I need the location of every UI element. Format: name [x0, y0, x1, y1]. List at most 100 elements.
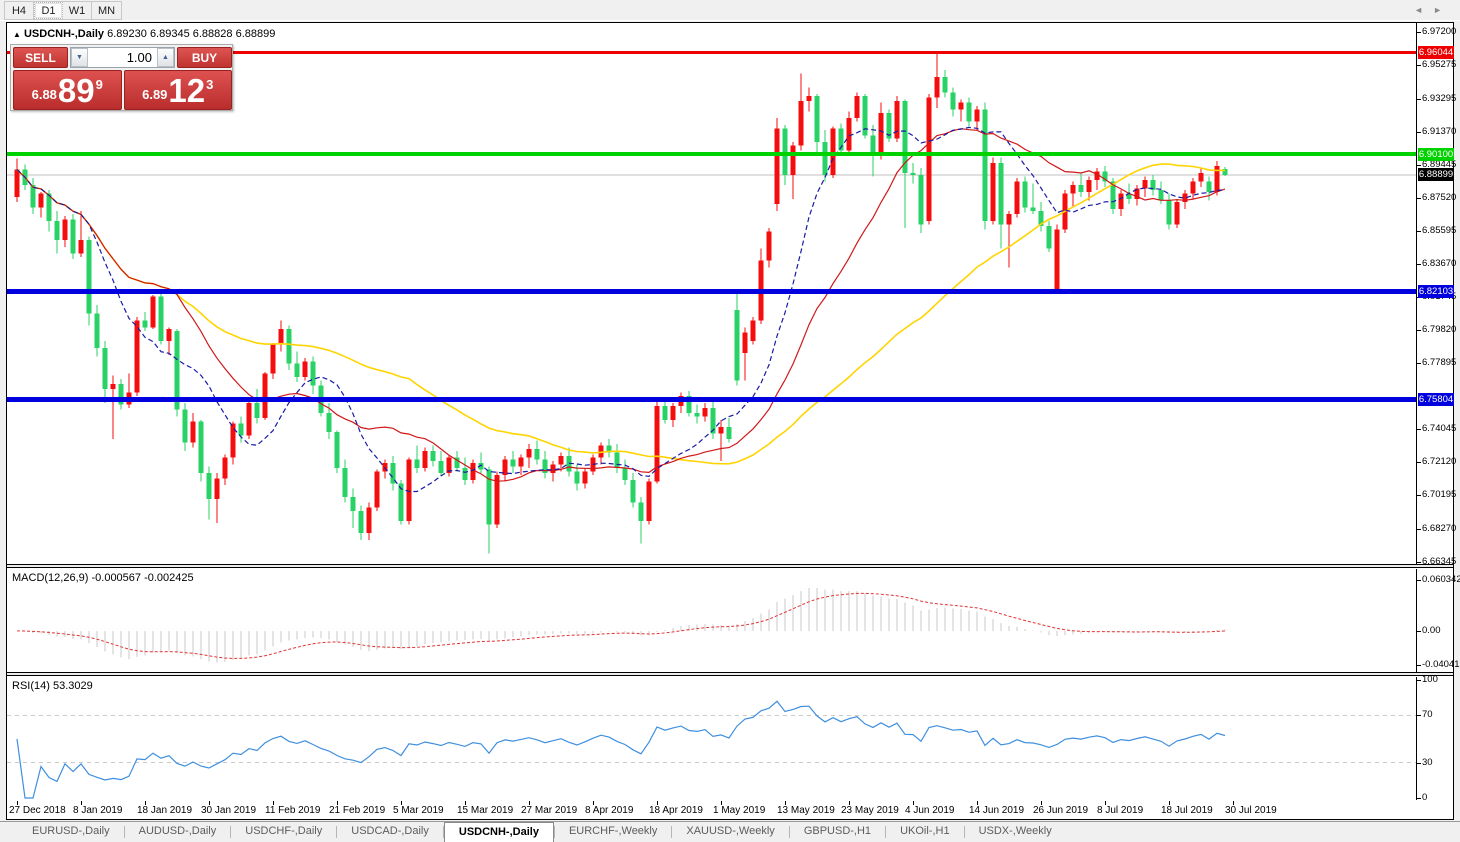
price-tick-label: 6.91370	[1422, 126, 1457, 138]
date-label[interactable]: 8 Jan 2019	[73, 805, 123, 816]
date-tick-mark	[1041, 801, 1042, 805]
date-tick-mark	[145, 801, 146, 805]
chart-tab-ukoil[interactable]: UKOil-,H1	[900, 825, 950, 837]
macd-plot[interactable]	[7, 569, 1416, 672]
tab-separator	[123, 826, 125, 838]
sell-button[interactable]: SELL	[13, 47, 68, 68]
macd-tick-label: -0.040415	[1422, 659, 1460, 671]
date-label[interactable]: 23 May 2019	[841, 805, 899, 816]
buy-price-button[interactable]: 6.89 12 3	[123, 70, 232, 110]
date-tick-mark	[17, 801, 18, 805]
buy-price-sup: 3	[206, 77, 214, 92]
chart-tab-audusd[interactable]: AUDUSD-,Daily	[138, 825, 217, 837]
date-tick-mark	[401, 801, 402, 805]
timeframe-button-d1[interactable]: D1	[34, 2, 63, 19]
date-label[interactable]: 26 Jun 2019	[1033, 805, 1089, 816]
price-plot[interactable]	[7, 23, 1416, 564]
pane-separator[interactable]	[7, 564, 1453, 568]
date-tick-mark	[1169, 801, 1170, 805]
date-tick-mark	[337, 801, 338, 805]
date-label[interactable]: 15 Mar 2019	[457, 805, 514, 816]
volume-increase-icon[interactable]: ▲	[157, 48, 174, 67]
pane-separator[interactable]	[7, 672, 1453, 676]
rsi-tick-mark	[1417, 680, 1421, 681]
date-label[interactable]: 13 May 2019	[777, 805, 835, 816]
date-tick-mark	[721, 801, 722, 805]
date-label[interactable]: 21 Feb 2019	[329, 805, 386, 816]
level-price-tag: 6.90100	[1418, 147, 1454, 161]
buy-button[interactable]: BUY	[177, 47, 232, 68]
rsi-value: 53.3029	[52, 680, 93, 692]
price-tick-label: 6.68270	[1422, 522, 1457, 534]
price-tick-label: 6.66345	[1422, 555, 1457, 567]
price-tick-label: 6.77895	[1422, 357, 1457, 369]
timeframe-button-group: H4 D1 W1 MN	[4, 1, 122, 20]
macd-pane[interactable]: 0.060342 0.00 -0.040415 MACD(12,26,9) -0.0…	[7, 569, 1460, 672]
panel-collapse-icon[interactable]: ▲	[13, 30, 21, 39]
date-label[interactable]: 14 Jun 2019	[969, 805, 1025, 816]
price-tick-mark	[1417, 462, 1421, 464]
sell-price-button[interactable]: 6.88 89 9	[13, 70, 122, 110]
volume-decrease-icon[interactable]: ▼	[71, 48, 88, 67]
tab-scroll-left-icon[interactable]: ◄	[1414, 5, 1434, 15]
timeframe-button-mn[interactable]: MN	[97, 4, 116, 17]
price-tick-label: 6.95275	[1422, 59, 1457, 71]
chart-tab-usdx[interactable]: USDX-,Weekly	[978, 825, 1052, 837]
date-label[interactable]: 1 May 2019	[713, 805, 766, 816]
chart-tabs-bar: EURUSD-,Daily AUDUSD-,Daily USDCHF-,Daily U…	[0, 821, 1460, 842]
tab-separator	[336, 826, 338, 838]
timeframe-button-w1[interactable]: W1	[63, 2, 92, 19]
rsi-plot[interactable]	[7, 677, 1416, 800]
date-label[interactable]: 27 Dec 2018	[9, 805, 66, 816]
chart-tab-usdchf[interactable]: USDCHF-,Daily	[245, 825, 323, 837]
chart-title: ▲ USDCNH-,Daily 6.89230 6.89345 6.88828 …	[13, 28, 275, 40]
tab-separator	[553, 826, 555, 838]
volume-value[interactable]: 1.00	[126, 50, 152, 65]
chart-tab-eurchf[interactable]: EURCHF-,Weekly	[568, 825, 658, 837]
main-chart-pane[interactable]: 6.97200 6.95275 6.93295 6.91370 6.89445 6.875…	[7, 23, 1457, 567]
date-label[interactable]: 18 Apr 2019	[649, 805, 703, 816]
chart-tab-usdcnh[interactable]: USDCNH-,Daily	[443, 822, 554, 842]
price-tick-mark	[1417, 363, 1421, 365]
date-axis[interactable]: 27 Dec 2018 8 Jan 2019 18 Jan 2019 30 Jan 2…	[7, 801, 1453, 819]
date-tick-mark	[849, 801, 850, 805]
tab-scroll-right-icon[interactable]: ►	[1433, 5, 1452, 15]
chart-tab-gbpusd[interactable]: GBPUSD-,H1	[803, 825, 872, 837]
macd-tick-mark	[1417, 665, 1421, 667]
macd-tick-mark	[1417, 579, 1421, 581]
date-label[interactable]: 18 Jan 2019	[137, 805, 193, 816]
rsi-tick-label: 100	[1422, 674, 1438, 685]
tab-separator	[963, 826, 965, 838]
price-tick-mark	[1417, 330, 1421, 332]
tab-separator	[442, 826, 444, 838]
sell-price-big: 89	[57, 72, 95, 109]
date-label[interactable]: 30 Jan 2019	[201, 805, 257, 816]
date-tick-mark	[977, 801, 978, 805]
tab-scroll-arrows: ◄►	[1414, 5, 1452, 15]
date-label[interactable]: 27 Mar 2019	[521, 805, 578, 816]
tab-separator	[885, 826, 887, 838]
price-tick-mark	[1417, 32, 1421, 34]
level-price-tag: 6.82103	[1418, 284, 1454, 298]
price-tick-label: 6.85595	[1422, 225, 1457, 237]
chart-tab-usdcad[interactable]: USDCAD-,Daily	[351, 825, 429, 837]
date-label[interactable]: 30 Jul 2019	[1225, 805, 1277, 816]
level-lines-layer	[7, 50, 1416, 402]
date-label[interactable]: 8 Jul 2019	[1097, 805, 1144, 816]
date-label[interactable]: 4 Jun 2019	[905, 805, 955, 816]
moving-averages-layer	[16, 126, 1226, 493]
sell-price-sup: 9	[95, 77, 103, 92]
rsi-pane[interactable]: 100 70 30 0 RSI(14) 53.3029	[7, 674, 1453, 803]
date-tick-mark	[1105, 801, 1106, 805]
chart-tab-xauusd[interactable]: XAUUSD-,Weekly	[686, 825, 775, 837]
chart-tab-eurusd[interactable]: EURUSD-,Daily	[32, 825, 110, 837]
date-label[interactable]: 18 Jul 2019	[1161, 805, 1213, 816]
date-label[interactable]: 5 Mar 2019	[393, 805, 444, 816]
symbol-name: USDCNH-,Daily	[23, 28, 105, 40]
date-label[interactable]: 11 Feb 2019	[265, 805, 321, 816]
timeframe-button-h4[interactable]: H4	[5, 2, 34, 19]
macd-tick-label: 0.00	[1422, 624, 1441, 636]
price-tick-mark	[1417, 99, 1421, 101]
date-label[interactable]: 8 Apr 2019	[585, 805, 634, 816]
price-tick-label: 6.72120	[1422, 456, 1457, 468]
